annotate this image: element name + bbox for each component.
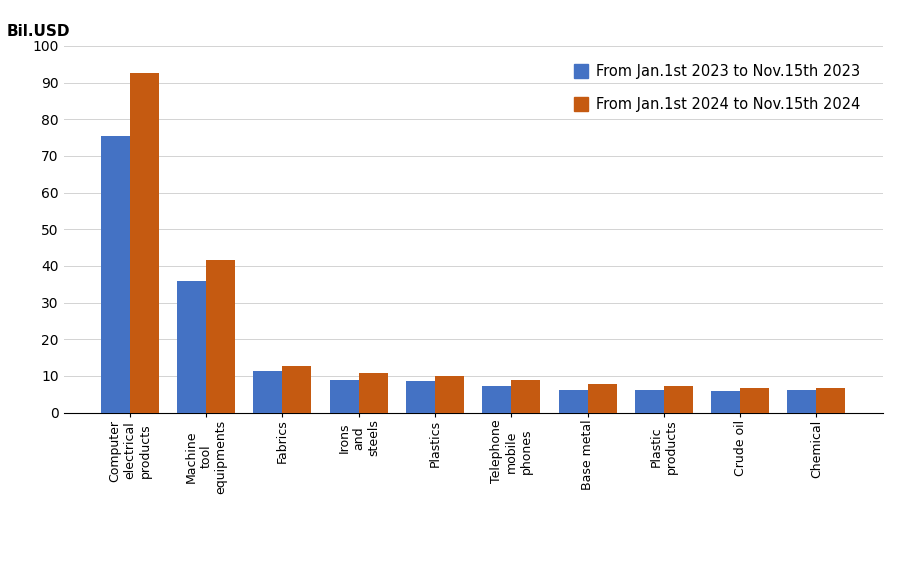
- Bar: [435, 376, 464, 413]
- Bar: [511, 380, 541, 413]
- Bar: [177, 281, 207, 413]
- Bar: [664, 386, 693, 413]
- Bar: [130, 73, 159, 413]
- Bar: [207, 260, 235, 413]
- Bar: [559, 390, 588, 413]
- Bar: [329, 380, 359, 413]
- Legend: From Jan.1st 2023 to Nov.15th 2023, From Jan.1st 2024 to Nov.15th 2024: From Jan.1st 2023 to Nov.15th 2023, From…: [566, 57, 867, 119]
- Bar: [712, 391, 740, 413]
- Bar: [254, 371, 282, 413]
- Bar: [406, 382, 435, 413]
- Bar: [282, 366, 311, 413]
- Bar: [635, 390, 664, 413]
- Bar: [787, 390, 816, 413]
- Bar: [359, 373, 388, 413]
- Bar: [816, 387, 845, 413]
- Bar: [740, 387, 769, 413]
- Text: Bil.USD: Bil.USD: [6, 23, 70, 38]
- Bar: [588, 384, 617, 413]
- Bar: [482, 386, 511, 413]
- Bar: [101, 136, 130, 413]
